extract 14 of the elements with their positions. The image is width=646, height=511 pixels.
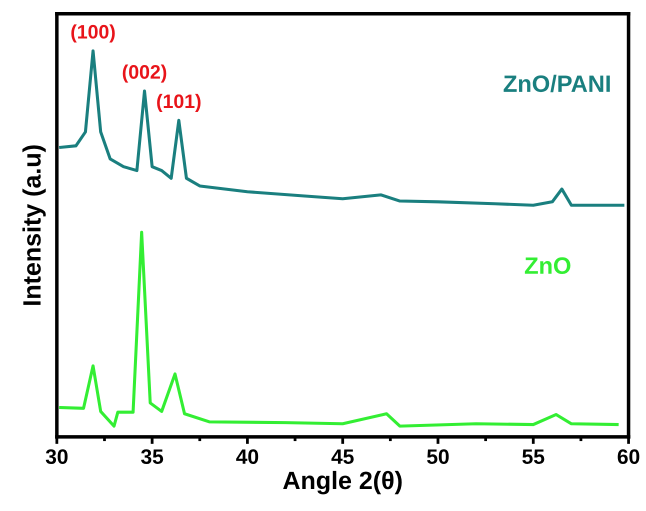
x-tick-label: 50 xyxy=(427,449,449,464)
x-tick-label: 30 xyxy=(46,449,68,464)
x-tick-label: 45 xyxy=(331,449,354,464)
text: ZnO xyxy=(524,257,570,274)
text: ZnO/PANI xyxy=(504,74,610,92)
annotation: (100) xyxy=(71,24,115,43)
x-tick-label: 55 xyxy=(522,449,544,464)
x-tick-label: 40 xyxy=(236,449,258,464)
x-tick-label: 35 xyxy=(141,449,164,464)
y-axis-title: Intensity (a.u) xyxy=(22,145,46,305)
x-tick-label: 60 xyxy=(618,449,640,464)
annotation: (002) xyxy=(122,64,166,83)
x-axis-title: Angle 2(θ) xyxy=(283,470,402,494)
annotation: (101) xyxy=(157,94,201,112)
